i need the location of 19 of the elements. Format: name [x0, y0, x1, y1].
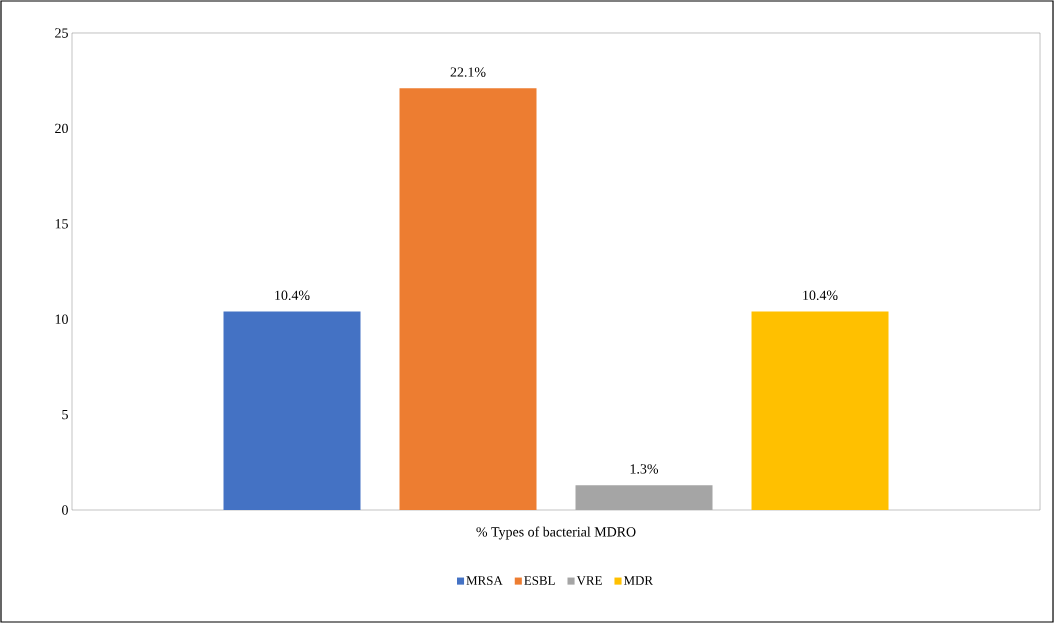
- legend-label: ESBL: [524, 576, 555, 585]
- data-label: 10.4%: [803, 290, 838, 301]
- bar: [751, 311, 889, 510]
- data-label: 10.4%: [275, 290, 310, 301]
- y-tick-label: 15: [55, 219, 68, 229]
- y-tick-label: 0: [62, 505, 68, 515]
- y-tick-label: 25: [55, 28, 68, 38]
- data-label: 22.1%: [450, 67, 486, 77]
- y-tick-label: 10: [55, 314, 68, 324]
- bar: [399, 88, 537, 510]
- y-tick-label: 5: [62, 409, 68, 420]
- bar: [223, 311, 361, 510]
- legend-label: MRSA: [466, 576, 503, 585]
- x-axis-title: % Types of bacterial MDRO: [476, 526, 636, 540]
- legend-label: VRE: [576, 576, 602, 585]
- y-tick-label: 20: [55, 123, 68, 134]
- legend-label: MDR: [623, 576, 654, 585]
- bar: [575, 485, 713, 510]
- data-label: 1.3%: [630, 464, 659, 474]
